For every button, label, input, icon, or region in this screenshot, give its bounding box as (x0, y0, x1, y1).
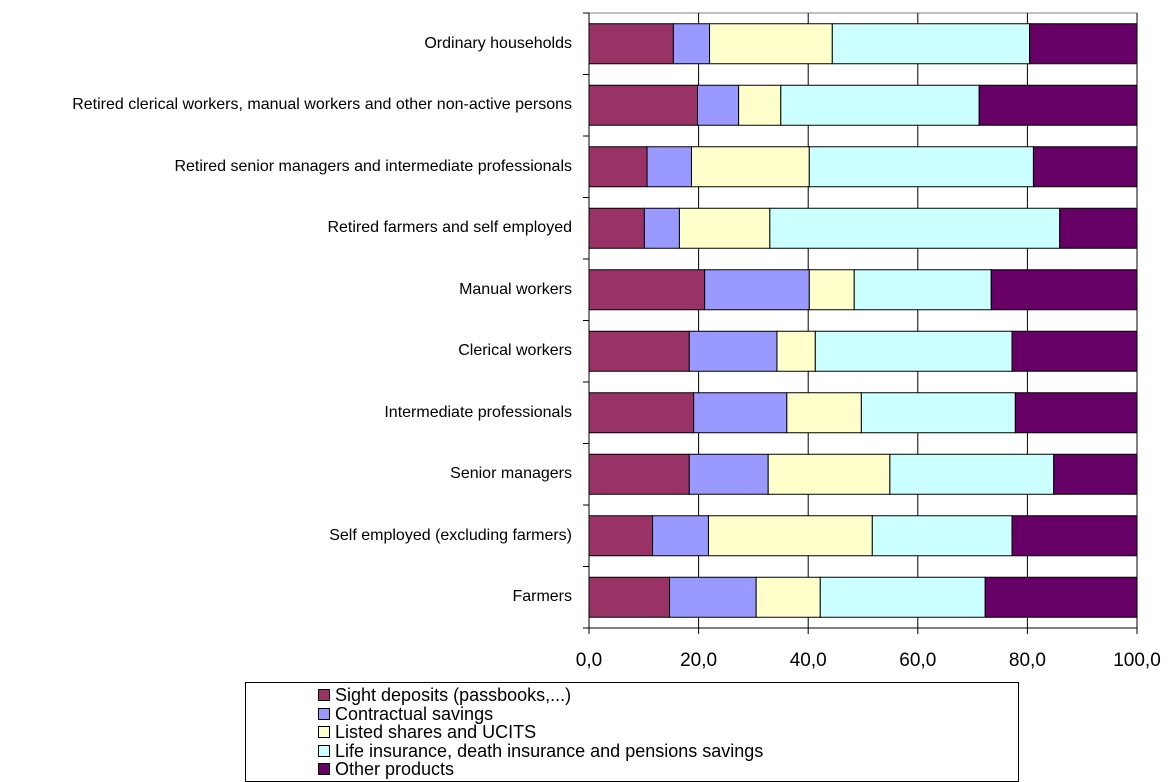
legend-label: Contractual savings (335, 703, 494, 724)
x-tick-label: 60,0 (899, 650, 936, 671)
bar-segment (978, 84, 1138, 126)
legend-label: Sight deposits (passbooks,...) (335, 685, 572, 705)
bar-segment (808, 269, 855, 311)
legend: Sight deposits (passbooks,...) Contractua… (245, 682, 1019, 782)
bar-segment (588, 23, 674, 65)
bar-segment (646, 146, 692, 188)
category-text: Retired farmers and self employed (327, 219, 572, 237)
y-tick-label: Clerical workers (0, 321, 572, 381)
bar-segment (690, 146, 810, 188)
bar-segment (588, 207, 645, 249)
bar-segment (672, 23, 711, 65)
bar-segment (853, 269, 992, 311)
legend-swatch (318, 689, 330, 701)
legend-label: Other products (335, 759, 455, 779)
bar-segment (688, 453, 769, 495)
bar-segment (588, 453, 690, 495)
category-text: Ordinary households (424, 34, 572, 52)
y-tick-label: Retired farmers and self employed (0, 198, 572, 258)
bar-segment (871, 515, 1013, 557)
x-tick-label: 80,0 (1009, 650, 1046, 671)
bar-segment (819, 576, 986, 618)
bar-segment (1059, 207, 1138, 249)
category-text: Retired senior managers and intermediate… (174, 157, 572, 175)
bar-segment (780, 84, 980, 126)
bar-segment (860, 392, 1016, 434)
bar-segment (588, 269, 706, 311)
bar-segment (831, 23, 1031, 65)
legend-label: Life insurance, death insurance and pens… (335, 740, 764, 761)
bar-segment (693, 392, 788, 434)
legend-swatch (318, 744, 330, 757)
bar-segment (588, 84, 699, 126)
bar-segment (1053, 453, 1138, 495)
x-tick-label: 0,0 (576, 650, 602, 671)
bar-segment (776, 330, 816, 372)
bar-segment (1032, 146, 1138, 188)
x-tick-label: 40,0 (790, 650, 827, 671)
y-tick-label: Senior managers (0, 444, 572, 504)
bar-segment (707, 515, 873, 557)
bar-segment (1011, 515, 1138, 557)
category-text: Senior managers (450, 465, 572, 483)
bar-segment (588, 146, 648, 188)
legend-swatch (318, 707, 330, 720)
category-text: Manual workers (459, 280, 572, 298)
bar-segment (1029, 23, 1138, 65)
legend-swatch (318, 763, 330, 775)
legend-item: Other products (318, 760, 454, 778)
bar-segment (709, 23, 833, 65)
legend-item: Sight deposits (passbooks,...) (318, 686, 571, 704)
bar-segment (755, 576, 821, 618)
bar-segment (1014, 392, 1138, 434)
bar-segment (697, 84, 740, 126)
category-text: Retired clerical workers, manual workers… (72, 96, 572, 114)
bar-segment (678, 207, 771, 249)
bar-segment (652, 515, 709, 557)
category-text: Self employed (excluding farmers) (329, 526, 572, 544)
bar-segment (688, 330, 778, 372)
y-tick-label: Retired senior managers and intermediate… (0, 137, 572, 197)
y-tick-label: Self employed (excluding farmers) (0, 506, 572, 566)
bar-segment (990, 269, 1138, 311)
legend-item: Life insurance, death insurance and pens… (318, 742, 763, 760)
x-tick-label: 20,0 (680, 650, 717, 671)
category-text: Clerical workers (458, 342, 572, 360)
bar-segment (669, 576, 757, 618)
bar-segment (588, 330, 690, 372)
x-tick-label: 100,0 (1113, 650, 1161, 671)
bar-segment (767, 453, 891, 495)
category-text: Farmers (512, 588, 572, 606)
bar-segment (984, 576, 1138, 618)
legend-item: Contractual savings (318, 705, 493, 723)
bar-segment (704, 269, 810, 311)
bar-segment (769, 207, 1061, 249)
bar-segment (1011, 330, 1138, 372)
bar-segment (814, 330, 1013, 372)
y-tick-label: Retired clerical workers, manual workers… (0, 75, 572, 135)
bar-segment (889, 453, 1055, 495)
bar-segment (588, 576, 671, 618)
bar-segment (588, 392, 695, 434)
legend-item: Listed shares and UCITS (318, 723, 536, 741)
bar-segment (786, 392, 862, 434)
y-tick-label: Intermediate professionals (0, 383, 572, 443)
category-text: Intermediate professionals (384, 403, 572, 421)
y-tick-label: Ordinary households (0, 14, 572, 74)
bar-segment (643, 207, 680, 249)
bar-segment (588, 515, 654, 557)
bar-segment (808, 146, 1034, 188)
y-tick-label: Farmers (0, 567, 572, 627)
legend-label: Listed shares and UCITS (335, 722, 537, 742)
y-tick-label: Manual workers (0, 260, 572, 320)
legend-swatch (318, 726, 330, 738)
bar-segment (738, 84, 782, 126)
